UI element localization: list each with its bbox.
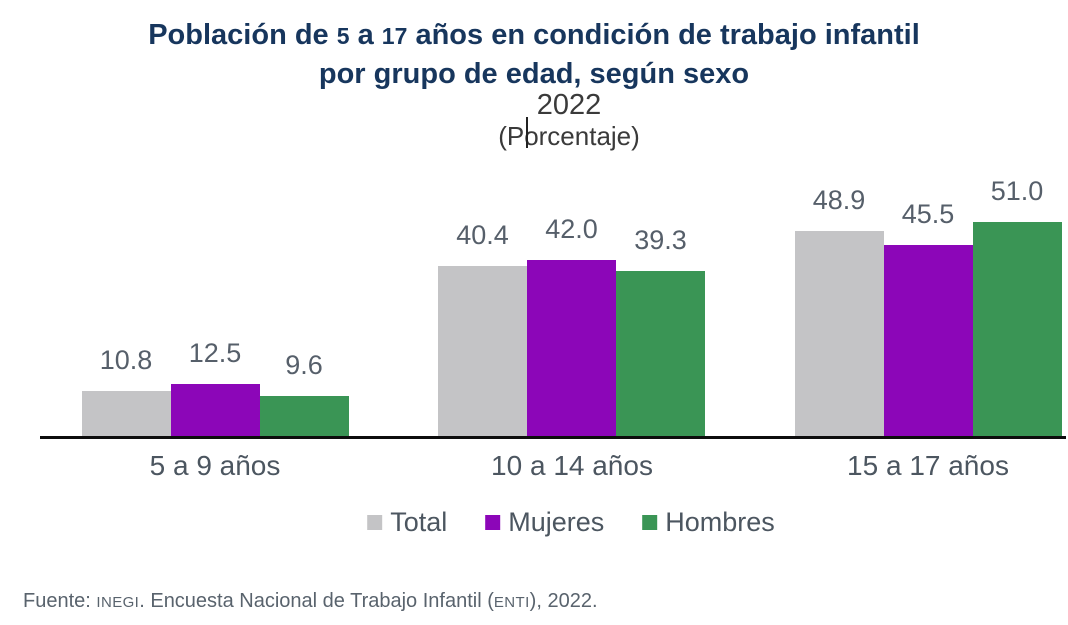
- source-acronym-enti: ENTI: [493, 594, 530, 611]
- category-label-15-a-17: 15 a 17 años: [847, 450, 1009, 481]
- value-label-mujeres-10-a-14-años: 42.0: [545, 213, 598, 244]
- source-note: Fuente: INEGI. Encuesta Nacional de Trab…: [23, 589, 598, 615]
- source-text-segment: . Encuesta Nacional de Trabajo Infantil …: [139, 590, 494, 612]
- legend-swatch-mujeres: [485, 515, 501, 530]
- legend-label-mujeres: Mujeres: [508, 507, 605, 537]
- category-label-5-a-9: 5 a 9 años: [149, 450, 281, 481]
- value-label-hombres-15-a-17-años: 51.0: [990, 175, 1044, 206]
- legend: Total Mujeres Hombres: [367, 506, 775, 538]
- legend-swatch-total: [367, 515, 383, 530]
- bar-total-10-a-14-años: [438, 266, 527, 436]
- source-text-segment: Fuente:: [23, 590, 97, 612]
- title-number-segment: 5: [336, 23, 350, 49]
- title-line-1: Población de 5 a 17 años en condición de…: [0, 16, 1068, 55]
- chart-title: Población de 5 a 17 años en condición de…: [0, 16, 1068, 93]
- category-label-10-a-14: 10 a 14 años: [491, 450, 653, 481]
- value-label-hombres-5-a-9-años: 9.6: [285, 349, 323, 380]
- legend-label-total: Total: [390, 507, 448, 537]
- bar-total-15-a-17-años: [794, 230, 884, 436]
- legend-item-total: Total: [367, 506, 447, 538]
- bar-hombres-15-a-17-años: [972, 221, 1062, 436]
- value-label-total-10-a-14-años: 40.4: [456, 220, 509, 251]
- value-label-total-15-a-17-años: 48.9: [812, 184, 866, 215]
- bar-mujeres-10-a-14-años: [527, 259, 616, 436]
- bar-mujeres-15-a-17-años: [883, 244, 973, 436]
- title-text-segment: años en condición de trabajo infantil: [407, 19, 920, 51]
- value-label-mujeres-5-a-9-años: 12.5: [188, 337, 242, 368]
- legend-swatch-hombres: [642, 515, 658, 530]
- bar-mujeres-5-a-9-años: [170, 383, 260, 436]
- subtitle-unit: (Porcentaje): [498, 121, 640, 151]
- source-acronym-inegi: INEGI: [96, 594, 140, 611]
- title-number-segment: 17: [381, 23, 408, 49]
- source-text-segment: ), 2022.: [529, 590, 598, 612]
- value-label-mujeres-15-a-17-años: 45.5: [901, 198, 955, 229]
- bar-hombres-5-a-9-años: [259, 395, 349, 436]
- legend-item-hombres: Hombres: [642, 506, 775, 538]
- text-cursor: [526, 117, 528, 148]
- value-label-hombres-10-a-14-años: 39.3: [634, 224, 687, 255]
- x-axis-line: [40, 436, 1066, 439]
- value-label-total-5-a-9-años: 10.8: [99, 344, 153, 375]
- bar-hombres-10-a-14-años: [616, 270, 705, 436]
- subtitle-year: 2022: [536, 89, 602, 121]
- chart-subtitle-textbox[interactable]: 2022 (Porcentaje): [498, 89, 640, 151]
- title-text-segment: a: [349, 19, 382, 51]
- legend-item-mujeres: Mujeres: [485, 506, 604, 538]
- title-line-2: por grupo de edad, según sexo: [318, 58, 750, 90]
- title-text-segment: Población de: [148, 19, 337, 51]
- bar-total-5-a-9-años: [81, 390, 171, 436]
- legend-label-hombres: Hombres: [665, 507, 775, 537]
